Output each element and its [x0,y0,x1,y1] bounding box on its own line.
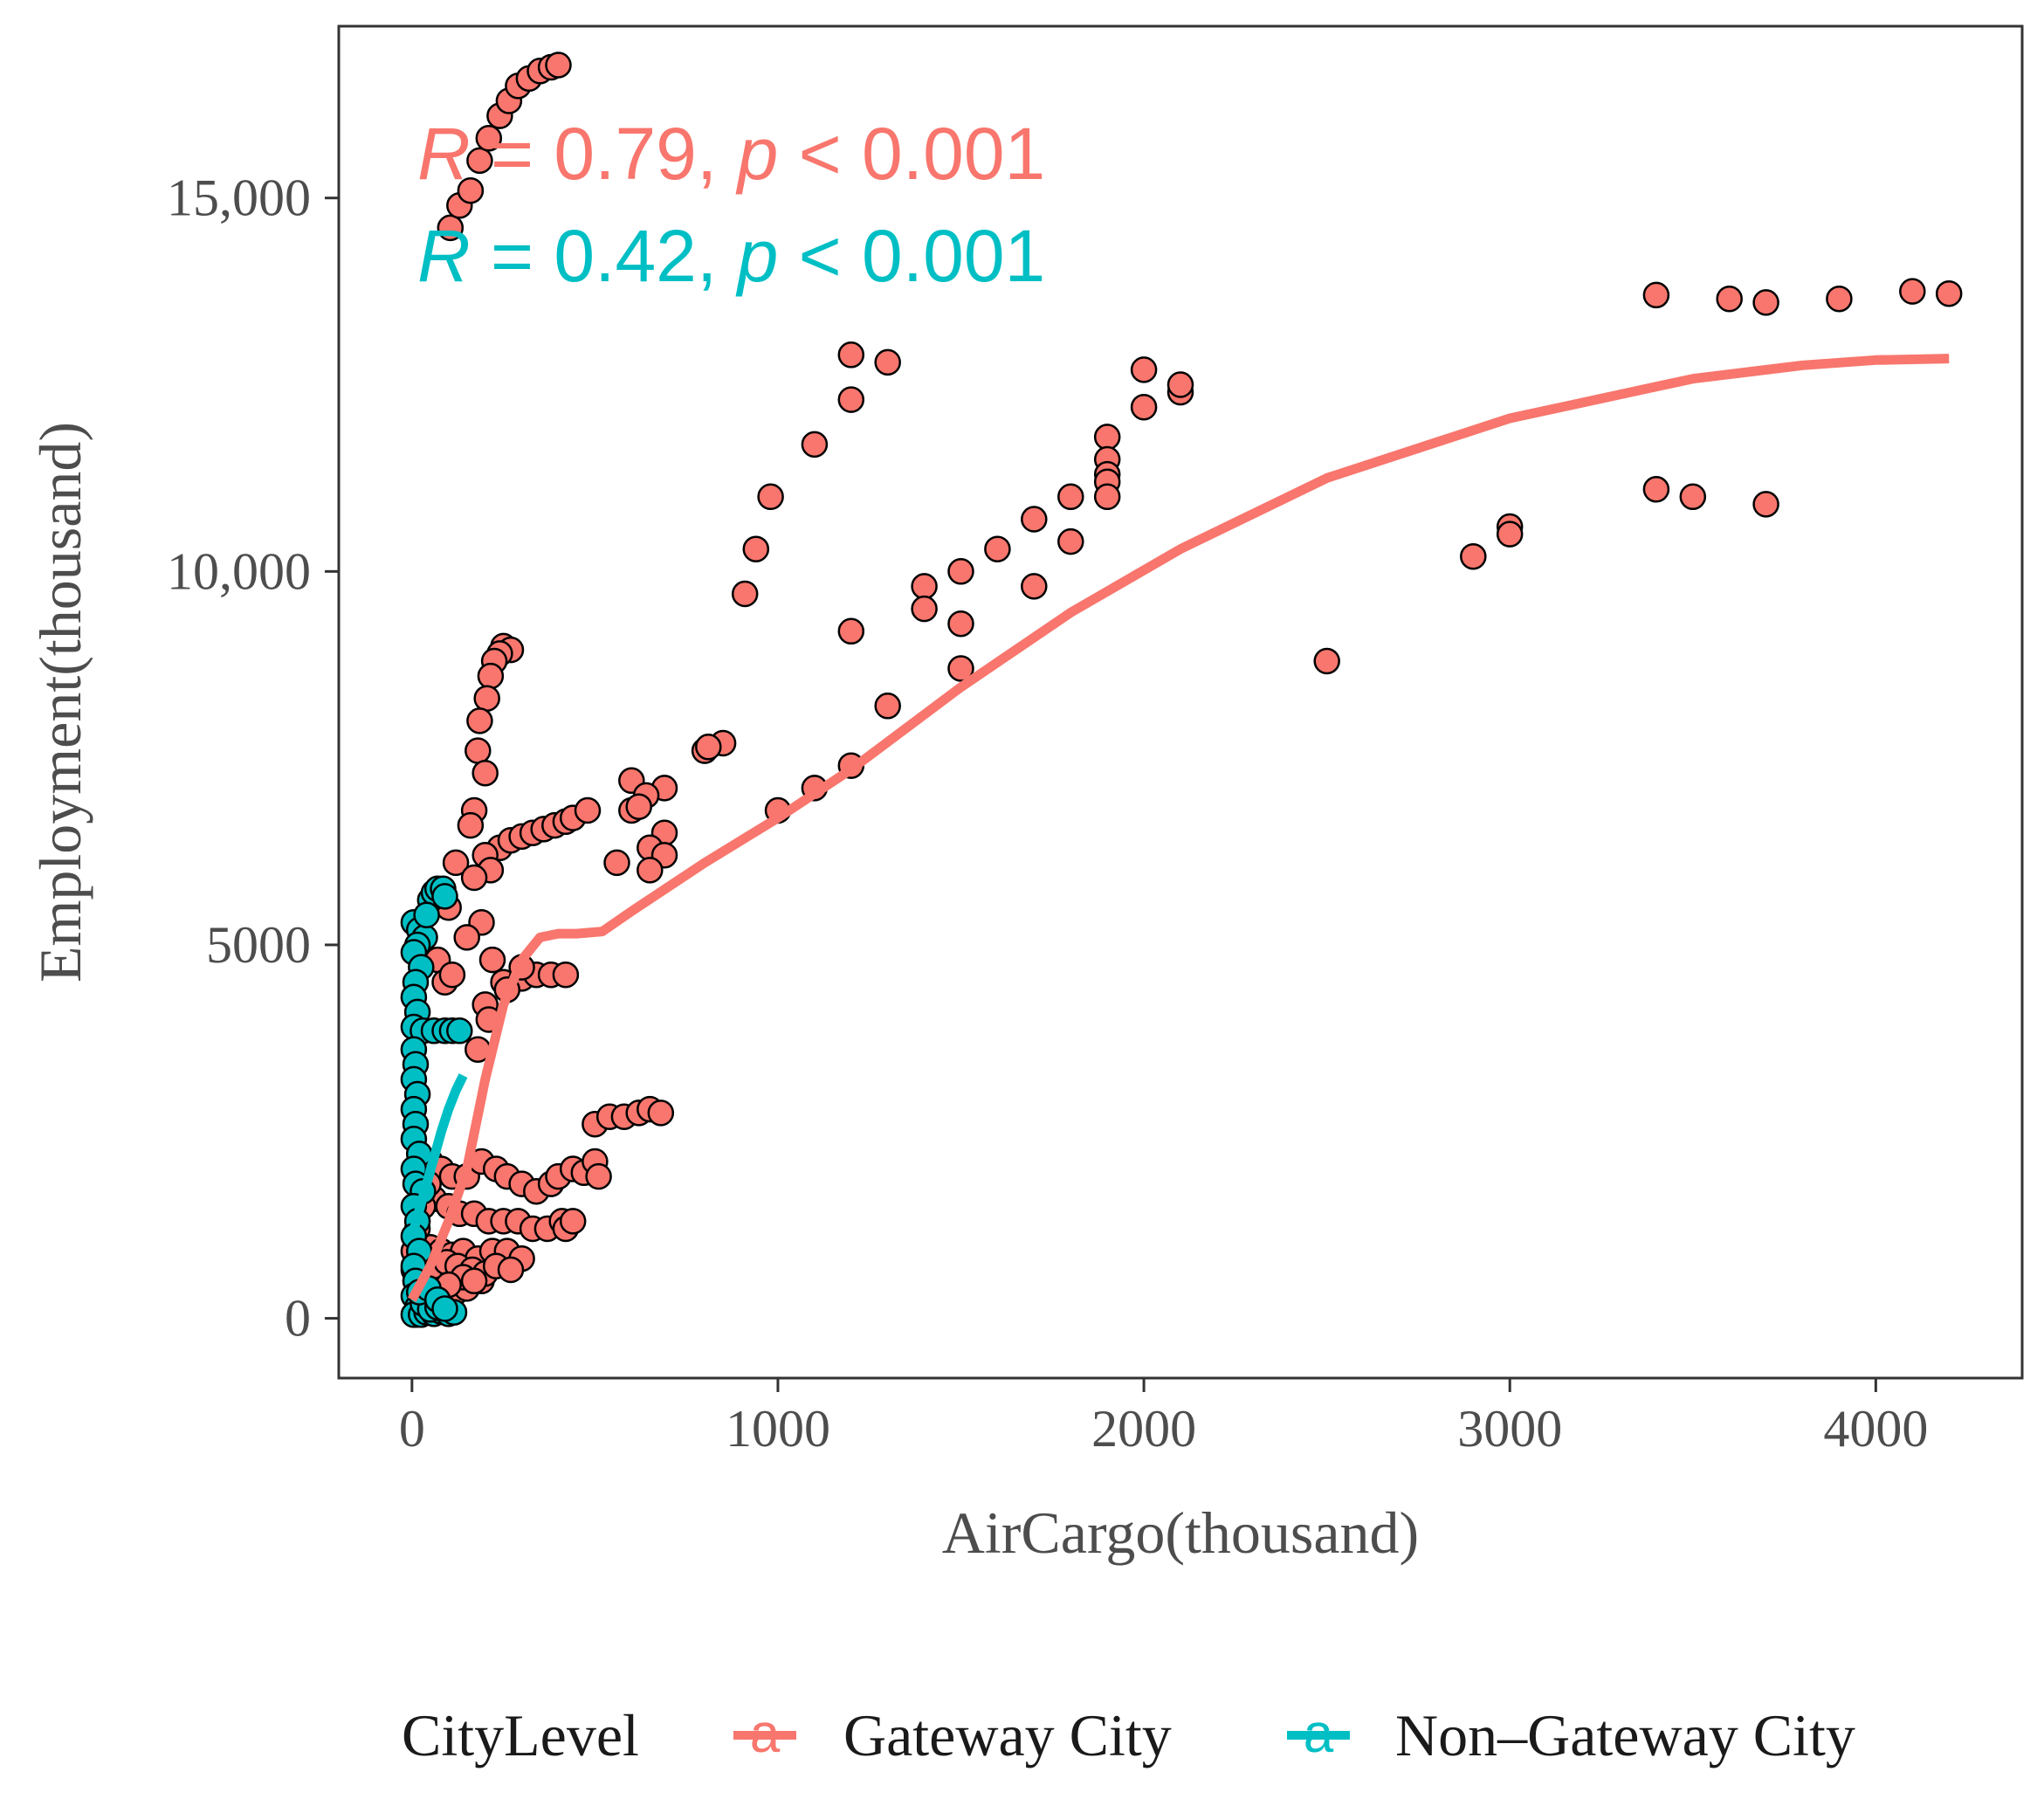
y-tick-label: 0 [285,1290,311,1348]
data-point [1021,506,1048,533]
data-point [545,52,572,79]
data-point [475,125,503,152]
series-1 [400,875,473,1328]
x-tick-label: 4000 [1823,1400,1928,1458]
legend-entry-gateway-city: Gateway City [843,1702,1172,1768]
points-layer [400,52,1963,1328]
data-point [431,1295,458,1322]
legend-title: CityLevel [402,1702,639,1768]
data-point [1679,483,1707,511]
x-tick-label: 3000 [1457,1400,1562,1458]
data-point [585,1162,612,1190]
legend-key-non-gateway-city: a [1287,1704,1350,1764]
data-point [874,348,901,376]
data-point [1899,278,1926,305]
smooth-line-0 [407,354,1950,1302]
data-point [837,617,865,645]
data-point [1716,285,1743,313]
y-tick-label: 10,000 [167,542,311,600]
data-point [911,595,938,623]
data-point [442,849,470,877]
legend-key-glyph-gateway: a [750,1704,781,1764]
series-0 [400,52,1963,1328]
legend-entry-non-gateway-city: Non–Gateway City [1395,1702,1855,1768]
stat-annotation-1: R = 0.42, p < 0.001 [417,215,1045,297]
data-point [1130,356,1158,383]
data-point [1130,393,1158,421]
smooth-lines-layer [407,354,1950,1302]
data-point [1642,476,1670,503]
stat-annotation-0: R = 0.79, p < 0.001 [417,113,1045,195]
data-point [1826,285,1853,313]
data-point [947,655,974,682]
data-point [457,176,485,204]
data-point [947,558,974,585]
x-tick-label: 1000 [726,1400,830,1458]
y-axis-title: Employment(thousand) [27,422,93,982]
x-axis-title: AirCargo(thousand) [942,1499,1419,1566]
x-tick-label: 0 [399,1400,425,1458]
data-point [1642,281,1670,309]
y-tick-label: 15,000 [167,169,311,227]
data-point [473,685,500,712]
data-point [1460,542,1487,570]
data-point [1021,573,1048,600]
data-point [413,901,440,928]
data-point [471,759,499,787]
data-point [695,734,722,761]
data-point [1167,371,1194,398]
data-point [457,811,485,839]
data-point [438,961,466,989]
data-point [801,431,829,458]
legend-key-glyph-non-gateway: a [1304,1704,1334,1764]
data-point [1496,520,1524,548]
data-point [603,849,630,877]
data-point [947,610,974,638]
axes-layer: 0 1000 2000 3000 4000 0 5000 10,000 15,000 [167,169,1928,1458]
data-point [731,580,759,608]
data-point [466,707,493,734]
data-point [1752,289,1779,316]
data-point [1057,527,1084,555]
data-point [497,1256,525,1284]
data-point [1313,647,1340,675]
data-point [984,535,1011,562]
data-point [1752,491,1779,518]
data-point [874,693,901,720]
x-tick-label: 2000 [1091,1400,1196,1458]
data-point [446,1017,473,1044]
data-point [837,341,865,369]
data-point [437,214,465,242]
data-point [460,1267,488,1295]
data-point [466,147,493,175]
data-point [1057,483,1084,511]
data-point [1935,279,1963,307]
data-point [757,483,784,511]
data-point [837,386,865,413]
data-point [559,1208,587,1235]
data-point [477,662,505,690]
y-tick-label: 5000 [206,916,311,974]
data-point [478,946,506,974]
plot-panel-border [337,24,2024,1380]
data-point [637,857,664,884]
data-point [453,924,480,951]
correlation-stats: R = 0.79, p < 0.001 R = 0.42, p < 0.001 [417,113,1045,297]
data-point [625,793,652,820]
data-point [742,535,770,562]
smooth-line-1 [407,1073,468,1237]
data-point [1093,483,1121,511]
legend: CityLevel a Gateway City a Non–Gateway C… [402,1702,1855,1768]
data-point [465,737,492,764]
data-point [1093,424,1121,451]
data-point [431,883,458,910]
data-point [552,961,580,989]
data-point [647,1099,675,1127]
legend-key-gateway-city: a [733,1704,796,1764]
data-point [574,796,602,824]
data-point [460,864,488,892]
data-point [911,573,938,600]
